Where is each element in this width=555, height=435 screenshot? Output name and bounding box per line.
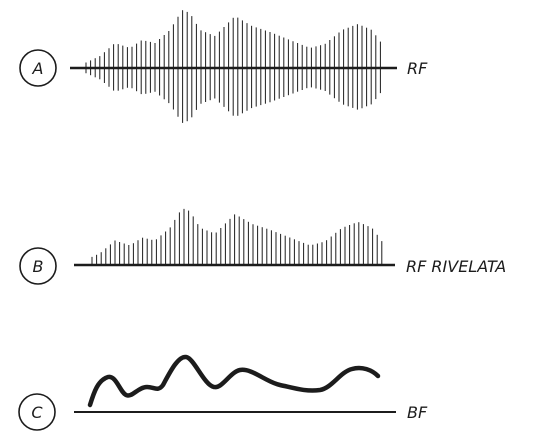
- panel-c-letter: C: [31, 403, 43, 422]
- panel-b-circle: [19, 247, 57, 285]
- rectified-waveform: [91, 208, 383, 265]
- rf-waveform: [85, 10, 381, 123]
- panel-a-circle: [19, 49, 57, 87]
- panel-a-letter: A: [32, 59, 44, 78]
- panel-c-circle: [18, 393, 56, 431]
- panel-b: B RF RIVELATA: [19, 208, 506, 285]
- panel-c-label: BF: [407, 403, 428, 422]
- panel-a: A RF: [19, 10, 428, 123]
- panel-c: C BF: [18, 354, 428, 431]
- panel-b-label: RF RIVELATA: [406, 257, 506, 276]
- panel-a-label: RF: [407, 59, 428, 78]
- panel-b-letter: B: [33, 257, 44, 276]
- bf-envelope-curve: [87, 354, 381, 408]
